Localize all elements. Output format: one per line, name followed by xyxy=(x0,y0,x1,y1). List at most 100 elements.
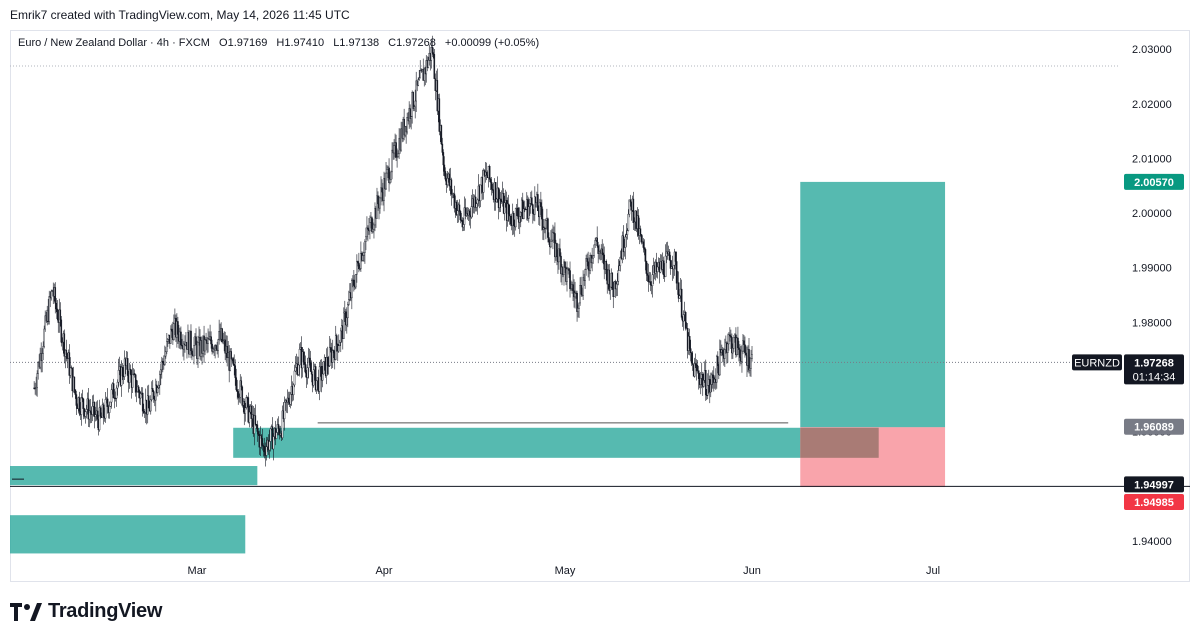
candle-body xyxy=(343,312,345,339)
candle-body xyxy=(495,198,498,203)
candle-body xyxy=(626,230,629,236)
chart-frame xyxy=(10,30,1190,582)
candle-body xyxy=(624,236,627,248)
candle-body xyxy=(68,352,71,376)
candle-body xyxy=(60,319,63,343)
candle-body xyxy=(582,277,584,296)
candle-body xyxy=(347,304,349,319)
candle-body xyxy=(463,207,466,225)
candle-body xyxy=(436,80,439,112)
candle-body xyxy=(253,415,256,434)
candle-body xyxy=(235,377,238,390)
candle-body xyxy=(98,407,101,431)
candle-body xyxy=(534,196,536,215)
candle-body xyxy=(50,291,53,299)
candle-body xyxy=(682,314,685,322)
candle-body xyxy=(704,370,707,396)
candle-body xyxy=(275,432,278,439)
candle-body xyxy=(541,206,543,220)
candle-body xyxy=(576,292,578,312)
candle-body xyxy=(59,309,62,321)
candle-body xyxy=(737,337,739,349)
candle-body xyxy=(413,106,415,109)
candle-body xyxy=(268,441,271,451)
candle-body xyxy=(73,376,76,391)
candle-body xyxy=(48,296,51,322)
candle-body xyxy=(432,52,435,55)
candle-body xyxy=(745,352,747,356)
candle-body xyxy=(414,100,416,108)
candle-body xyxy=(633,221,636,223)
position-overlap-zone xyxy=(800,427,879,458)
candle-body xyxy=(75,394,78,406)
candle-body xyxy=(278,428,281,436)
position-profit-zone xyxy=(800,181,946,428)
candle-body xyxy=(609,286,612,291)
candle-body xyxy=(622,235,625,253)
candle-body xyxy=(442,152,445,166)
candle-body xyxy=(322,361,325,375)
candle-body xyxy=(133,373,136,375)
candle-body xyxy=(627,213,630,231)
candle-body xyxy=(334,335,337,360)
candle-body xyxy=(128,368,131,383)
candle-body xyxy=(397,153,399,158)
candle-body xyxy=(320,366,323,381)
candle-body xyxy=(150,388,153,400)
candle-body xyxy=(574,292,576,298)
candle-body xyxy=(321,373,324,381)
candle-body xyxy=(674,251,677,262)
candle-body xyxy=(309,362,312,372)
candle-body xyxy=(711,374,714,378)
candle-body xyxy=(644,249,647,262)
candle-body xyxy=(191,350,193,355)
candle-body xyxy=(540,202,542,207)
candle-body xyxy=(236,389,239,392)
candle-body xyxy=(115,387,118,399)
candle-body xyxy=(93,402,96,417)
candle-body xyxy=(61,341,64,344)
demand-zone-2 xyxy=(10,515,246,554)
price-chart[interactable]: 1.940001.950001.960001.970001.980001.990… xyxy=(10,30,1190,582)
candle-body xyxy=(353,279,355,286)
candles xyxy=(33,35,753,467)
candle-body xyxy=(410,116,412,119)
candle-body xyxy=(152,391,155,400)
candle-body xyxy=(453,193,456,209)
candle-body xyxy=(632,198,635,223)
candle-body xyxy=(233,363,236,366)
x-tick-label: Jul xyxy=(926,565,940,577)
candle-body xyxy=(359,268,361,270)
price-label-bg-gray xyxy=(1124,418,1184,435)
candle-body xyxy=(329,347,332,351)
candle-body xyxy=(518,216,521,223)
price-label-bg-last xyxy=(1124,476,1184,493)
candle-body xyxy=(303,361,306,365)
countdown-label: 01:14:34 xyxy=(1133,371,1176,383)
candle-body xyxy=(207,338,209,344)
candle-body xyxy=(181,344,183,347)
candle-body xyxy=(346,317,348,326)
candle-body xyxy=(548,237,550,243)
candle-body xyxy=(727,343,729,353)
candle-body xyxy=(728,334,730,345)
candle-body xyxy=(559,248,561,257)
candle-body xyxy=(564,261,566,268)
candle-body xyxy=(499,198,502,201)
candle-body xyxy=(379,197,381,209)
candle-body xyxy=(386,169,388,174)
candle-body xyxy=(669,259,672,269)
candle-body xyxy=(183,343,185,350)
candle-body xyxy=(488,166,491,180)
candle-body xyxy=(135,391,138,393)
candle-body xyxy=(42,346,44,354)
candle-body xyxy=(684,312,687,329)
candle-body xyxy=(732,348,734,354)
candle-body xyxy=(244,407,247,414)
candle-body xyxy=(87,398,90,420)
candle-body xyxy=(584,269,586,282)
candle-body xyxy=(380,187,382,199)
candle-body xyxy=(415,80,417,102)
candle-body xyxy=(82,398,85,409)
candle-body xyxy=(37,361,39,374)
